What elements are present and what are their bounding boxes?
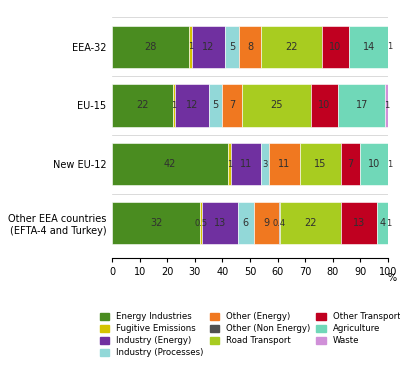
Text: 22: 22 [304,218,317,228]
Text: 28: 28 [144,42,157,52]
Text: 17: 17 [356,100,368,111]
Bar [173,84,176,127]
Bar [239,25,261,68]
Text: 1: 1 [172,101,177,110]
Bar [225,25,239,68]
Bar [388,143,391,185]
Bar [176,84,209,127]
Text: 13: 13 [353,218,365,228]
Bar [341,143,360,185]
Bar [242,84,311,127]
Bar [261,25,322,68]
Bar [341,202,377,244]
Text: 22: 22 [136,100,149,111]
Text: 25: 25 [270,100,282,111]
Text: 10: 10 [330,42,342,52]
Text: 10: 10 [318,100,331,111]
Text: 14: 14 [362,42,375,52]
Text: 1: 1 [384,101,389,110]
Bar [322,25,349,68]
Text: 1: 1 [188,42,193,51]
Bar [280,202,341,244]
Bar [112,84,173,127]
Bar [238,202,254,244]
Bar [269,143,300,185]
Text: %: % [388,273,397,283]
Text: 5: 5 [229,42,235,52]
Bar [189,25,192,68]
Bar [254,202,279,244]
Text: 10: 10 [368,159,380,169]
Bar [222,84,242,127]
Bar [300,143,341,185]
Text: 1: 1 [386,218,392,228]
Bar [261,143,269,185]
Text: 4: 4 [379,218,385,228]
Text: 12: 12 [202,42,215,52]
Text: 1: 1 [227,160,232,169]
Text: 1: 1 [387,160,392,169]
Bar [388,25,391,68]
Bar [349,25,388,68]
Text: 22: 22 [285,42,298,52]
Text: 13: 13 [214,218,226,228]
Text: 0.5: 0.5 [194,218,208,228]
Text: 7: 7 [229,100,235,111]
Bar [200,202,202,244]
Text: 1: 1 [387,42,392,51]
Text: 5: 5 [212,100,219,111]
Bar [338,84,385,127]
Bar [385,84,388,127]
Text: 0.4: 0.4 [273,218,286,228]
Bar [112,143,228,185]
Bar [377,202,388,244]
Bar [192,25,225,68]
Text: 32: 32 [150,218,162,228]
Text: 12: 12 [186,100,198,111]
Text: 11: 11 [278,159,291,169]
Text: 3: 3 [262,160,268,169]
Bar [112,202,200,244]
Text: 7: 7 [348,159,354,169]
Text: 42: 42 [164,159,176,169]
Bar [228,143,231,185]
Text: 6: 6 [243,218,249,228]
Legend: Energy Industries, Fugitive Emissions, Industry (Energy), Industry (Processes), : Energy Industries, Fugitive Emissions, I… [100,312,400,357]
Bar [360,143,388,185]
Bar [311,84,338,127]
Bar [279,202,280,244]
Text: 11: 11 [240,159,252,169]
Bar [231,143,261,185]
Bar [112,25,189,68]
Bar [388,202,390,244]
Text: 9: 9 [264,218,270,228]
Bar [209,84,222,127]
Text: 15: 15 [314,159,326,169]
Text: 8: 8 [247,42,253,52]
Bar [202,202,238,244]
